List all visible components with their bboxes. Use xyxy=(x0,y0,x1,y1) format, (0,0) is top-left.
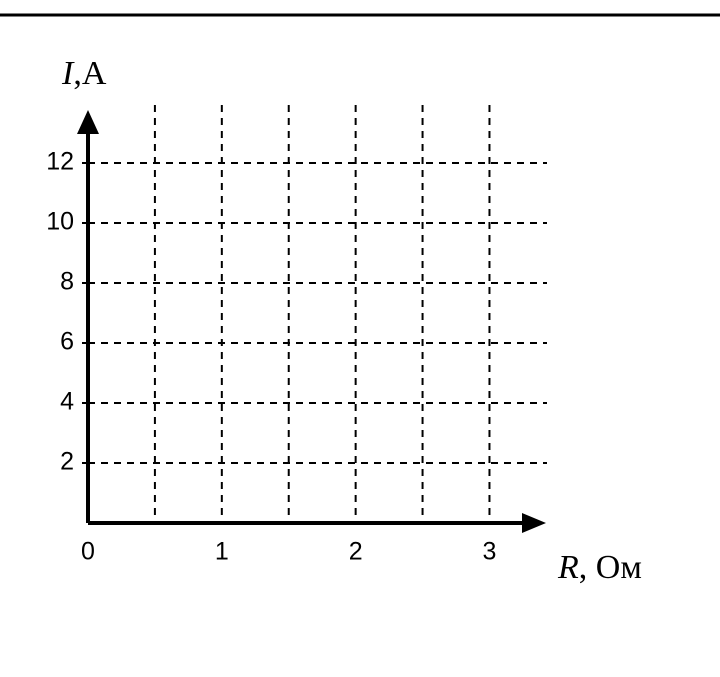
x-tick-label: 2 xyxy=(349,538,363,566)
x-tick-label: 0 xyxy=(81,538,95,566)
x-tick-label: 3 xyxy=(483,538,497,566)
x-axis-arrow xyxy=(522,513,546,533)
x-axis-label: R, Ом xyxy=(557,549,642,586)
y-tick-label: 6 xyxy=(60,328,74,356)
y-tick-label: 12 xyxy=(46,148,74,176)
x-tick-label: 1 xyxy=(215,538,229,566)
y-axis-arrow xyxy=(77,110,99,134)
y-tick-label: 4 xyxy=(60,388,74,416)
x-axis-variable: R xyxy=(557,549,579,586)
y-tick-label: 8 xyxy=(60,268,74,296)
x-axis-unit: , Ом xyxy=(579,549,642,586)
y-axis-unit: ,А xyxy=(73,55,107,92)
y-axis-label: I,А xyxy=(61,55,107,92)
y-tick-label: 2 xyxy=(60,448,74,476)
y-tick-label: 10 xyxy=(46,208,74,236)
y-axis-variable: I xyxy=(61,55,75,92)
